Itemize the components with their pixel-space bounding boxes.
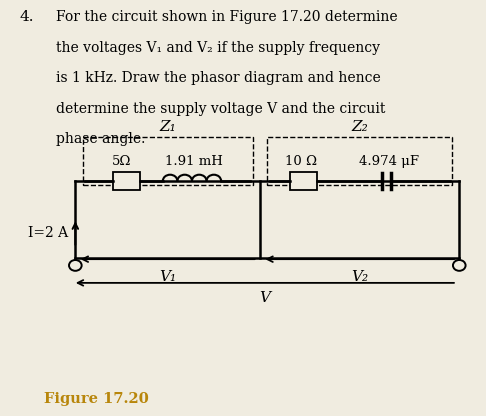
- Text: 4.: 4.: [19, 10, 34, 25]
- Text: V: V: [260, 291, 270, 305]
- Text: phase angle.: phase angle.: [56, 132, 145, 146]
- Text: the voltages V₁ and V₂ if the supply frequency: the voltages V₁ and V₂ if the supply fre…: [56, 41, 380, 55]
- Text: 10 Ω: 10 Ω: [285, 155, 317, 168]
- Text: determine the supply voltage V and the circuit: determine the supply voltage V and the c…: [56, 102, 385, 116]
- Text: V₁: V₁: [159, 270, 176, 284]
- Text: For the circuit shown in Figure 17.20 determine: For the circuit shown in Figure 17.20 de…: [56, 10, 398, 25]
- Text: V₂: V₂: [351, 270, 368, 284]
- Text: is 1 kHz. Draw the phasor diagram and hence: is 1 kHz. Draw the phasor diagram and he…: [56, 71, 381, 85]
- Text: Z₁: Z₁: [159, 120, 176, 134]
- Text: Z₂: Z₂: [351, 120, 368, 134]
- Bar: [290, 172, 317, 190]
- Text: Figure 17.20: Figure 17.20: [44, 391, 149, 406]
- Text: 4.974 μF: 4.974 μF: [359, 155, 419, 168]
- Text: I=2 A: I=2 A: [28, 226, 68, 240]
- Text: 5Ω: 5Ω: [112, 155, 131, 168]
- Text: 1.91 mH: 1.91 mH: [165, 155, 224, 168]
- Bar: [113, 172, 140, 190]
